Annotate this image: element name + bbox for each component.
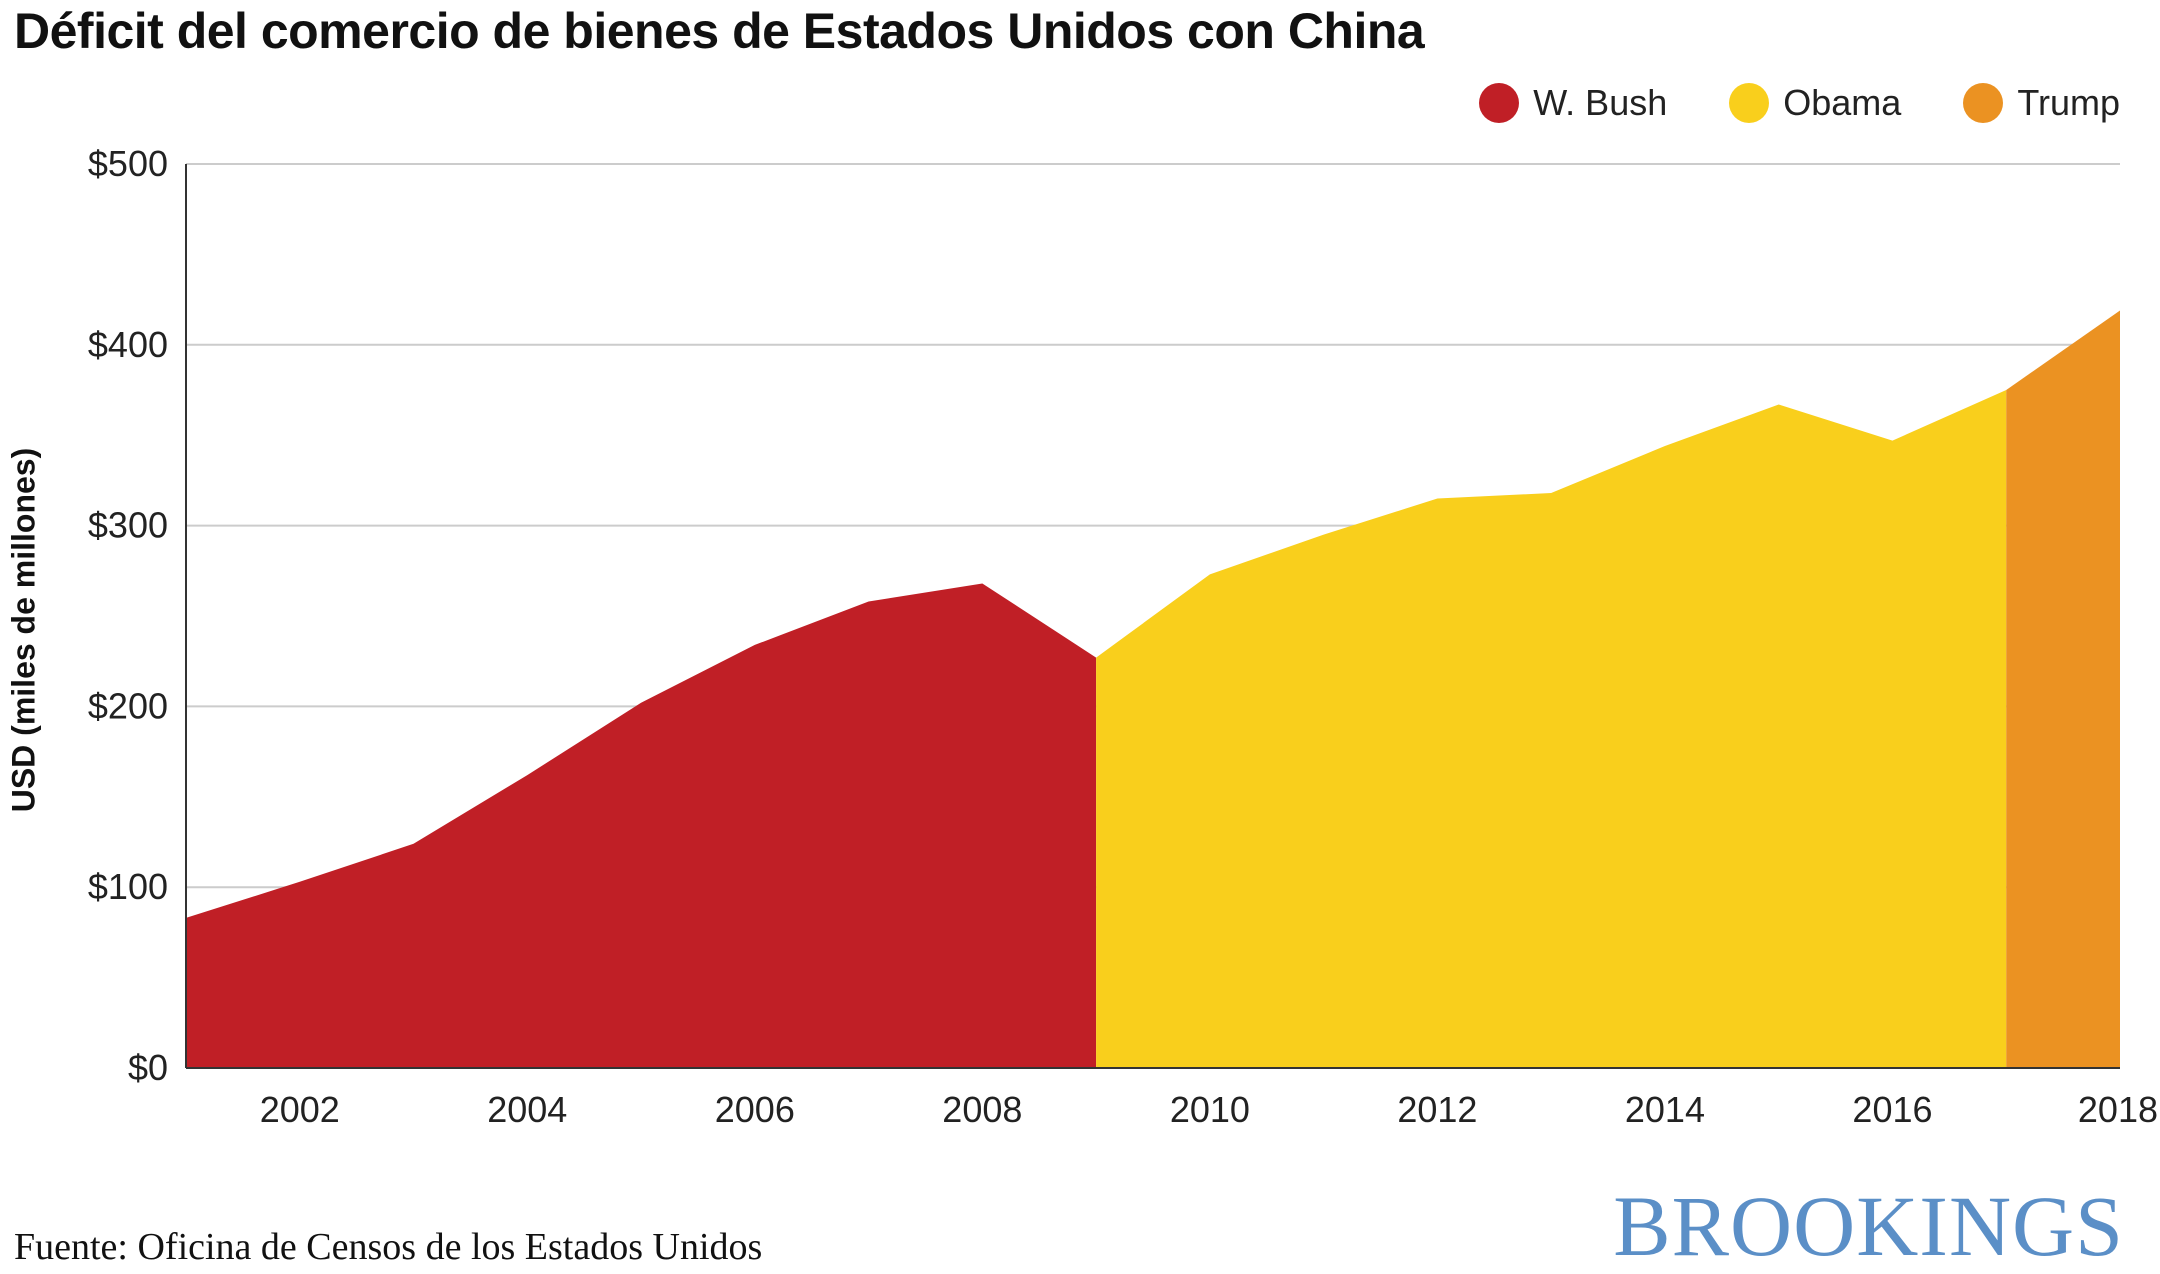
x-tick-label: 2016 (1852, 1089, 1932, 1130)
x-tick-label: 2012 (1397, 1089, 1477, 1130)
chart-title: Déficit del comercio de bienes de Estado… (14, 3, 1425, 59)
legend-item-trump: Trump (1963, 82, 2120, 124)
axes (185, 164, 2120, 1069)
legend-item-bush: W. Bush (1479, 82, 1667, 124)
source-note: Fuente: Oficina de Censos de los Estados… (14, 1226, 763, 1268)
y-tick-label: $400 (88, 324, 168, 365)
y-tick-label: $200 (88, 685, 168, 726)
x-tick-label: 2002 (260, 1089, 340, 1130)
x-tick-label: 2004 (487, 1089, 567, 1130)
x-tick-labels: 2002 2004 2006 2008 2010 2012 2014 2016 2018 (260, 1089, 2158, 1130)
plot-areas (186, 310, 2120, 1068)
legend: W. Bush Obama Trump (1479, 82, 2120, 124)
area-w-bush (186, 583, 1097, 1068)
area-obama (1096, 390, 2007, 1068)
legend-label-obama: Obama (1783, 82, 1902, 123)
legend-item-obama: Obama (1729, 82, 1901, 124)
y-tick-label: $0 (128, 1047, 168, 1088)
y-tick-label: $300 (88, 505, 168, 546)
y-tick-labels: $0 $100 $200 $300 $400 $500 (88, 143, 168, 1088)
legend-swatch-bush (1479, 83, 1520, 123)
x-tick-label: 2018 (2078, 1089, 2158, 1130)
legend-swatch-obama (1729, 83, 1770, 123)
brookings-logo: BROOKINGS (1613, 1178, 2124, 1274)
y-tick-label: $500 (88, 143, 168, 184)
x-tick-label: 2010 (1170, 1089, 1250, 1130)
area-trump (2006, 310, 2120, 1068)
x-tick-label: 2014 (1625, 1089, 1705, 1130)
legend-label-trump: Trump (2017, 82, 2120, 123)
y-tick-label: $100 (88, 866, 168, 907)
legend-label-bush: W. Bush (1533, 82, 1668, 123)
x-tick-label: 2006 (715, 1089, 795, 1130)
x-tick-label: 2008 (942, 1089, 1022, 1130)
legend-swatch-trump (1963, 83, 2004, 123)
